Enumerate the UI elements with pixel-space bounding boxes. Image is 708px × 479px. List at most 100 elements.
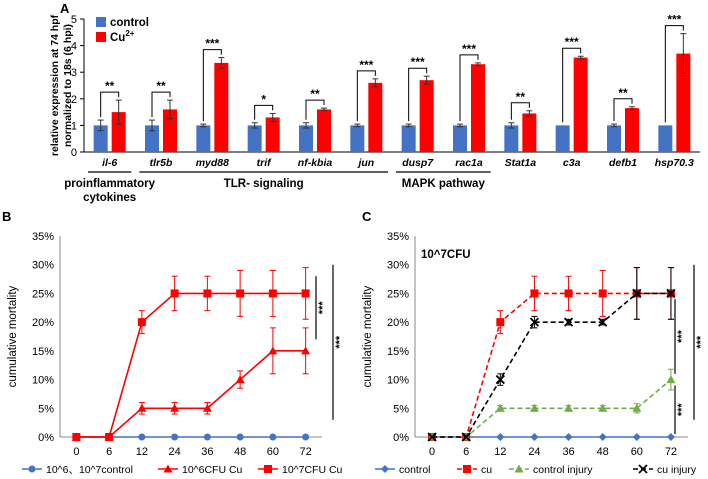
x-tick-label: 36 — [201, 446, 213, 458]
data-point — [666, 375, 676, 384]
data-point — [138, 433, 146, 441]
significance-bracket — [510, 102, 530, 120]
data-point — [28, 465, 36, 473]
y-tick-label: 30% — [387, 260, 409, 272]
y-tick-label: 35% — [387, 231, 409, 243]
data-point — [564, 289, 573, 298]
y-tick-label: 1 — [71, 120, 77, 132]
bar — [265, 117, 280, 152]
data-point — [666, 433, 675, 441]
bar — [625, 108, 639, 152]
data-point — [666, 288, 676, 299]
bar — [419, 80, 434, 152]
x-tick-label: 6 — [106, 446, 112, 458]
x-tick-label: 60 — [267, 446, 279, 458]
x-tick-label: 12 — [494, 446, 506, 458]
significance-bracket — [151, 91, 171, 118]
data-point — [598, 403, 608, 412]
y-axis-title: cumulative mortality — [7, 285, 19, 387]
significance-label: ** — [618, 86, 628, 100]
category-label: c3a — [563, 157, 581, 169]
data-point — [564, 403, 574, 412]
data-point — [72, 433, 81, 441]
group-label: proinflammatory cytokines — [64, 178, 155, 204]
data-point — [137, 403, 147, 412]
y-tick-label: 0% — [393, 432, 409, 444]
series-line — [76, 350, 306, 438]
bar — [658, 125, 673, 152]
bar — [111, 112, 126, 152]
bar — [676, 53, 691, 152]
bar — [555, 125, 570, 152]
y-tick-label: 25% — [32, 288, 54, 300]
significance-label: *** — [565, 35, 579, 49]
data-point — [170, 403, 180, 412]
panel-label-a: A — [60, 1, 70, 16]
significance-label: *** — [359, 58, 373, 72]
x-tick-label: 48 — [597, 446, 609, 458]
y-tick-label: 10% — [32, 375, 54, 387]
data-point — [105, 433, 114, 441]
legend-label: control injury — [533, 464, 593, 476]
y-tick-label: 5 — [71, 14, 77, 26]
data-point — [632, 288, 642, 299]
significance-label: *** — [667, 13, 681, 27]
x-tick-label: 72 — [665, 446, 677, 458]
panel-label-c: C — [362, 209, 372, 224]
x-tick-label: 0 — [73, 446, 79, 458]
bar — [471, 64, 485, 152]
significance-bracket — [356, 70, 376, 122]
significance-label: ** — [105, 79, 115, 93]
significance-bracket — [202, 49, 222, 122]
data-point — [530, 433, 539, 441]
y-tick-label: 5% — [393, 403, 409, 415]
significance-label: *** — [334, 335, 346, 349]
group-label: TLR- signaling — [224, 178, 304, 190]
data-point — [268, 289, 277, 298]
x-tick-label: 72 — [300, 446, 312, 458]
category-label: jun — [356, 157, 374, 169]
legend-label: 10^6、10^7control — [46, 464, 133, 476]
significance-bracket — [562, 47, 582, 123]
data-point — [495, 403, 505, 412]
data-point — [632, 403, 642, 412]
y-tick-label: 0 — [71, 147, 77, 159]
category-label: rac1a — [455, 157, 483, 169]
data-point — [302, 433, 310, 441]
data-point — [463, 465, 471, 473]
significance-bracket — [100, 91, 120, 118]
bar — [607, 125, 621, 152]
panel-label-b: B — [2, 209, 11, 224]
bar — [504, 125, 519, 152]
significance-label: * — [261, 92, 266, 106]
data-point — [598, 317, 608, 327]
y-tick-label: 15% — [387, 346, 409, 358]
y-tick-label: 20% — [32, 317, 54, 329]
bar — [247, 125, 262, 152]
y-tick-label: 0% — [38, 432, 54, 444]
data-point — [236, 433, 244, 441]
significance-label: *** — [317, 301, 329, 315]
legend-label: 10^7CFU Cu — [282, 464, 343, 476]
data-point — [598, 433, 607, 441]
data-point — [301, 289, 310, 298]
series-line — [432, 292, 671, 438]
data-point — [202, 403, 212, 412]
data-point — [496, 433, 505, 441]
significance-label: *** — [676, 329, 688, 343]
category-label: trif — [257, 157, 273, 169]
category-label: il-6 — [102, 157, 117, 169]
significance-label: *** — [676, 403, 688, 417]
significance-bracket — [305, 99, 325, 120]
significance-bracket — [459, 54, 479, 122]
data-point — [427, 432, 437, 442]
y-tick-label: 4 — [71, 41, 77, 53]
significance-label: ** — [516, 90, 526, 104]
bar — [299, 125, 313, 152]
bar — [93, 125, 108, 152]
bar — [145, 125, 159, 152]
data-point — [203, 433, 211, 441]
x-tick-label: 60 — [631, 446, 643, 458]
legend-label: 10^6CFU Cu — [182, 464, 243, 476]
data-point — [598, 289, 607, 298]
